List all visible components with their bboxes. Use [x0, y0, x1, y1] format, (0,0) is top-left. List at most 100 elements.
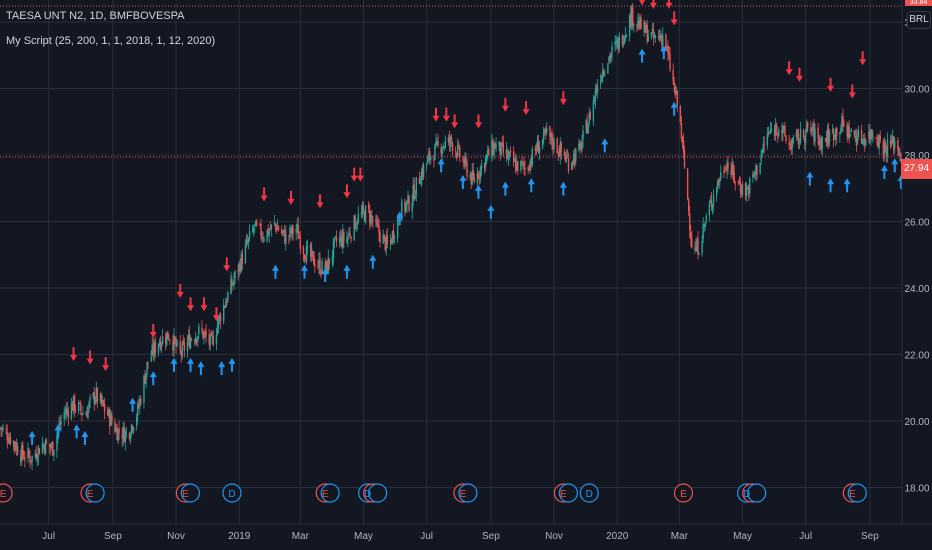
candle-body: [550, 133, 552, 138]
candle-body: [282, 231, 284, 233]
candle-body: [350, 236, 352, 239]
candle-body: [527, 167, 529, 170]
candle-body: [319, 258, 321, 274]
candle-body: [770, 130, 773, 132]
candle-body: [509, 150, 512, 153]
dividend-marker-icon: [222, 483, 242, 503]
candle-body: [773, 128, 776, 136]
candle-body: [749, 178, 751, 194]
candle-body: [353, 215, 355, 240]
buy-arrow-icon: [660, 45, 668, 60]
candle-body: [563, 151, 566, 157]
candle-body: [512, 151, 515, 163]
candle-body: [81, 412, 83, 415]
candle-body: [836, 128, 838, 137]
candle-body: [651, 28, 654, 32]
sell-arrow-icon: [86, 350, 94, 365]
event-marker-label: D: [586, 489, 593, 500]
candle-body: [217, 316, 220, 327]
candle-body: [850, 128, 852, 133]
candle-body: [545, 128, 547, 134]
candle-body: [775, 125, 778, 132]
buy-arrow-icon: [843, 178, 851, 193]
candle-body: [232, 283, 234, 285]
candle-body: [100, 394, 103, 404]
candle-body: [799, 128, 802, 143]
candle-body: [309, 244, 312, 257]
price-axis[interactable]: [902, 0, 932, 524]
candle-body: [734, 181, 736, 183]
candle-body: [538, 146, 541, 154]
candle-body: [274, 223, 277, 225]
buy-arrow-icon: [187, 357, 195, 372]
candle-body: [459, 147, 461, 158]
candle-body: [406, 200, 408, 206]
candle-body: [541, 139, 544, 147]
candle-body: [731, 164, 733, 176]
candle-body: [552, 141, 554, 149]
candle-body: [558, 152, 560, 157]
candle-body: [792, 137, 794, 144]
candle-body: [876, 139, 878, 145]
candle-body: [182, 341, 184, 344]
candle-body: [181, 342, 183, 357]
candle-body: [756, 165, 758, 175]
candle-body: [752, 174, 754, 178]
candle-body: [24, 458, 26, 460]
candle-body: [79, 402, 81, 404]
currency-label[interactable]: BRL: [907, 11, 931, 29]
candle-body: [629, 14, 632, 27]
candle-body: [349, 233, 351, 237]
candle-body: [311, 249, 313, 258]
candle-body: [754, 172, 756, 176]
candle-body: [479, 166, 482, 179]
candle-body: [421, 169, 424, 177]
candle-body: [814, 128, 816, 143]
candle-body: [748, 186, 750, 194]
time-axis[interactable]: [0, 524, 932, 550]
candle-body: [321, 261, 323, 274]
candle-body: [893, 136, 895, 150]
candle-body: [690, 231, 692, 239]
candle-body: [140, 398, 142, 404]
candle-body: [428, 152, 430, 157]
candle-body: [122, 426, 124, 438]
candle-body: [245, 240, 248, 245]
candle-body: [647, 36, 649, 42]
candle-body: [45, 441, 48, 444]
candle-body: [802, 130, 805, 138]
sell-arrow-icon: [848, 84, 856, 99]
candle-body: [862, 138, 865, 140]
candle-body: [520, 160, 522, 171]
candle-body: [535, 149, 538, 151]
symbol-legend[interactable]: TAESA UNT N2, 1D, BMFBOVESPA: [6, 10, 185, 22]
candle-body: [761, 150, 763, 154]
candle-body: [589, 112, 591, 120]
candle-body: [425, 163, 428, 166]
candle-body: [551, 132, 553, 144]
buy-arrow-icon: [321, 268, 329, 283]
candle-body: [150, 356, 152, 362]
price-tick-label: 22.00: [904, 351, 929, 362]
candle-body: [298, 237, 300, 239]
candle-body: [860, 129, 863, 144]
candle-body: [419, 183, 422, 185]
buy-arrow-icon: [527, 178, 535, 193]
candle-body: [789, 143, 791, 146]
candle-body: [654, 36, 657, 38]
candle-body: [355, 225, 357, 228]
candle-body: [37, 446, 40, 459]
candle-body: [513, 159, 516, 162]
candle-body: [444, 140, 447, 148]
candle-body: [739, 184, 742, 192]
dividend-marker-icon: [368, 483, 388, 503]
sell-arrow-icon: [795, 67, 803, 82]
candle-body: [732, 164, 734, 174]
candle-body: [628, 15, 631, 37]
candle-body: [476, 172, 479, 184]
candle-body: [711, 204, 714, 209]
indicator-legend[interactable]: My Script (25, 200, 1, 1, 2018, 1, 12, 2…: [6, 35, 216, 47]
candle-body: [660, 36, 662, 40]
